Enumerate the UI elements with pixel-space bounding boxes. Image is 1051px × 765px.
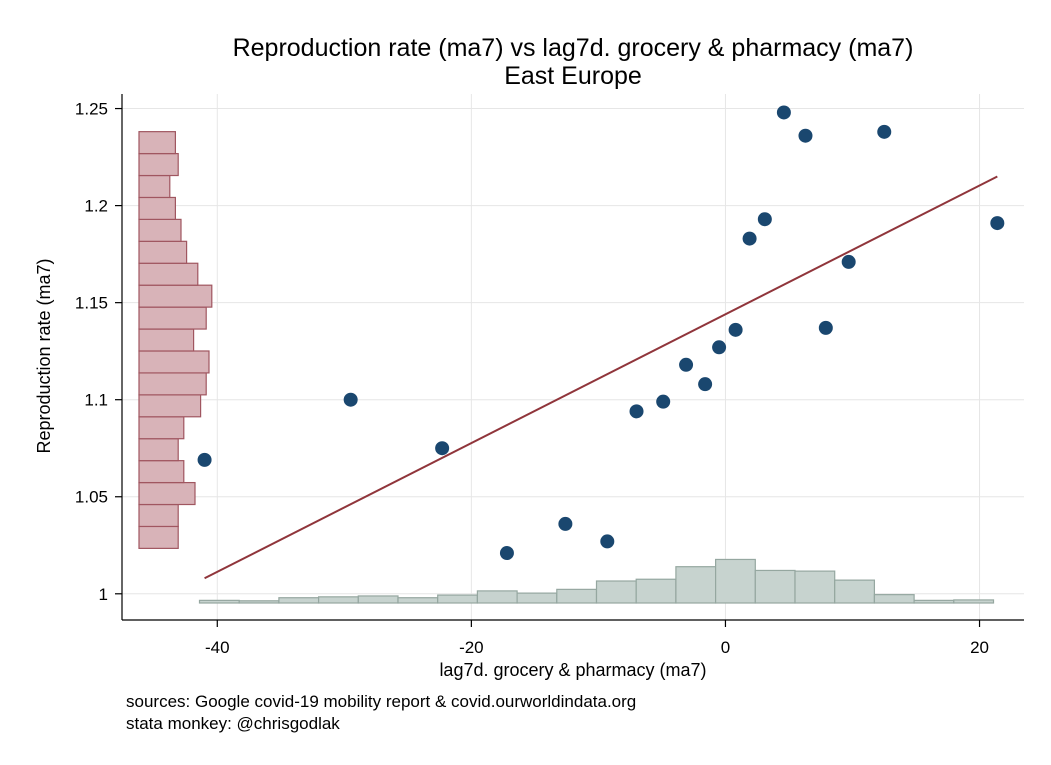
scatter-point: [698, 377, 713, 392]
x-histogram-bar: [834, 579, 876, 604]
x-histogram-bar: [873, 594, 915, 604]
y-histogram-bar: [138, 481, 196, 506]
y-axis-label: Reproduction rate (ma7): [34, 258, 54, 453]
x-histogram-bar: [953, 599, 995, 604]
source-note: sources: Google covid-19 mobility report…: [126, 692, 636, 711]
scatter-point: [499, 546, 514, 561]
x-histogram-bar: [476, 590, 518, 604]
scatter-point: [798, 128, 813, 143]
y-histogram-bar: [138, 152, 179, 177]
x-histogram-bar: [913, 599, 955, 604]
y-tick-label: 1.2: [84, 197, 108, 216]
y-tick-label: 1.1: [84, 391, 108, 410]
y-tick-label: 1: [99, 585, 108, 604]
scatter-points: [197, 105, 1005, 561]
y-histogram-bar: [138, 218, 182, 242]
y-histogram-bar: [138, 240, 188, 264]
scatter-point: [197, 452, 212, 467]
x-histogram-bar: [357, 595, 399, 604]
y-histogram-bar: [138, 350, 210, 374]
y-tick-label: 1.05: [75, 488, 108, 507]
x-tick-label: -20: [459, 638, 484, 657]
y-histogram-bar: [138, 394, 202, 418]
scatter-point: [990, 216, 1005, 231]
fit-line: [204, 175, 998, 580]
x-histogram-bar: [635, 578, 677, 604]
y-histogram-bar: [138, 460, 185, 484]
scatter-point: [818, 320, 833, 335]
scatter-point: [742, 231, 757, 246]
scatter-point: [841, 254, 856, 269]
scatter-point: [629, 404, 644, 419]
scatter-point: [728, 322, 743, 337]
x-histogram-bar: [794, 570, 836, 604]
y-tick-label: 1.15: [75, 294, 108, 313]
x-tick-label: 0: [721, 638, 730, 657]
x-axis-label: lag7d. grocery & pharmacy (ma7): [439, 660, 706, 680]
x-histogram-bar: [715, 558, 756, 604]
y-histogram-bar: [138, 416, 185, 440]
scatter-point: [343, 392, 358, 407]
y-histogram-bar: [138, 438, 179, 462]
scatter-point: [757, 212, 772, 227]
y-histogram-bar: [138, 372, 207, 396]
y-histogram-bar: [138, 174, 171, 199]
x-histogram-bar: [278, 597, 320, 604]
scatter-point: [877, 124, 892, 139]
x-histogram-bar: [198, 599, 240, 604]
x-tick-label: 20: [970, 638, 989, 657]
x-histogram-bar: [516, 592, 558, 604]
axes: 1 1.05 1.1 1.15 1.2 1.25 -40 -20 0 20: [75, 94, 1024, 657]
x-histogram-bar: [317, 596, 359, 604]
fit-line-layer: [204, 175, 998, 580]
author-note: stata monkey: @chrisgodlak: [126, 714, 340, 733]
gridlines: [122, 94, 1024, 620]
x-histogram-bar: [595, 580, 637, 604]
scatter-point: [558, 516, 573, 531]
scatter-point: [600, 534, 615, 549]
y-histogram-bar: [138, 525, 179, 549]
y-histogram-bar: [138, 262, 199, 286]
chart-subtitle: East Europe: [504, 62, 642, 90]
x-marginal-histogram: [198, 558, 995, 604]
scatter-point: [712, 340, 727, 355]
y-histogram-bar: [138, 131, 177, 155]
y-histogram-bar: [138, 306, 207, 330]
y-histogram-bar: [138, 196, 177, 220]
x-histogram-bar: [397, 597, 439, 604]
x-histogram-bar: [437, 594, 479, 604]
scatter-point: [656, 394, 671, 409]
y-tick-label: 1.25: [75, 100, 108, 119]
x-tick-label: -40: [205, 638, 230, 657]
y-histogram-bar: [138, 328, 195, 352]
scatter-point: [435, 441, 450, 456]
x-histogram-bar: [754, 569, 796, 604]
scatter-point: [679, 357, 694, 372]
y-histogram-bar: [138, 503, 179, 528]
x-histogram-bar: [238, 600, 280, 604]
x-histogram-bar: [675, 566, 717, 604]
x-histogram-bar: [556, 588, 598, 604]
y-histogram-bar: [138, 284, 213, 308]
chart-title: Reproduction rate (ma7) vs lag7d. grocer…: [233, 34, 914, 62]
scatter-point: [776, 105, 791, 120]
y-marginal-histogram: [138, 131, 213, 549]
